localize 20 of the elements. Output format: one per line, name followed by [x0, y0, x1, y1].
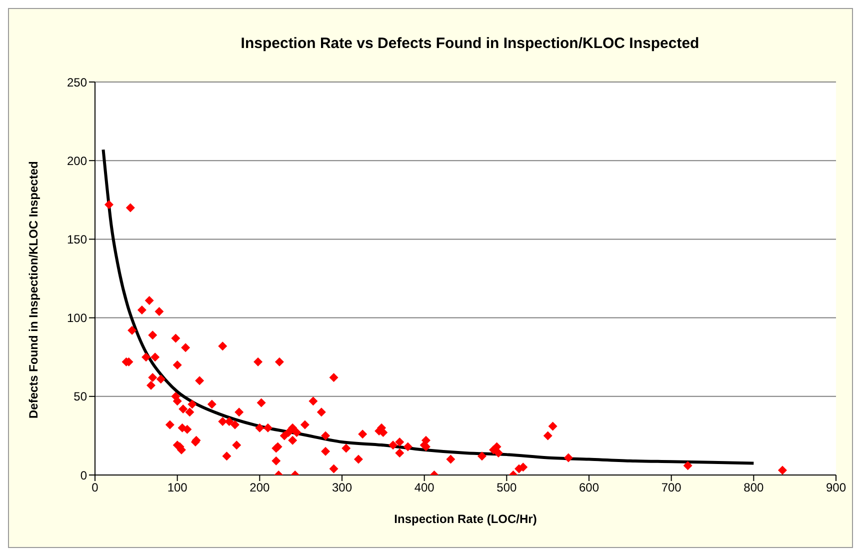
x-tick-label: 600: [578, 480, 600, 495]
x-tick-label: 800: [744, 480, 764, 495]
x-tick-label: 500: [496, 480, 517, 495]
x-tick-label: 200: [250, 480, 270, 495]
x-tick-label: 0: [92, 480, 99, 495]
y-tick-label: 100: [66, 311, 88, 326]
x-tick-label: 400: [414, 480, 435, 495]
y-tick-label: 200: [66, 154, 88, 168]
x-tick-label: 100: [167, 480, 188, 495]
y-tick-label: 0: [80, 468, 88, 482]
line-series: [102, 148, 756, 465]
x-tick-label: 300: [332, 480, 352, 495]
y-tick-label: 250: [66, 75, 88, 90]
chart-title: Inspection Rate vs Defects Found in Inspection/KLOC Inspected: [240, 35, 700, 52]
y-tick-label: 150: [66, 232, 88, 246]
y-tick-label: 50: [74, 390, 88, 404]
x-axis-title: Inspection Rate (LOC/Hr): [394, 512, 537, 526]
y-axis-title: Defects Found in Inspection/KLOC Inspected: [26, 161, 40, 418]
x-tick-label: 900: [826, 480, 846, 495]
x-tick-label: 700: [661, 480, 682, 495]
